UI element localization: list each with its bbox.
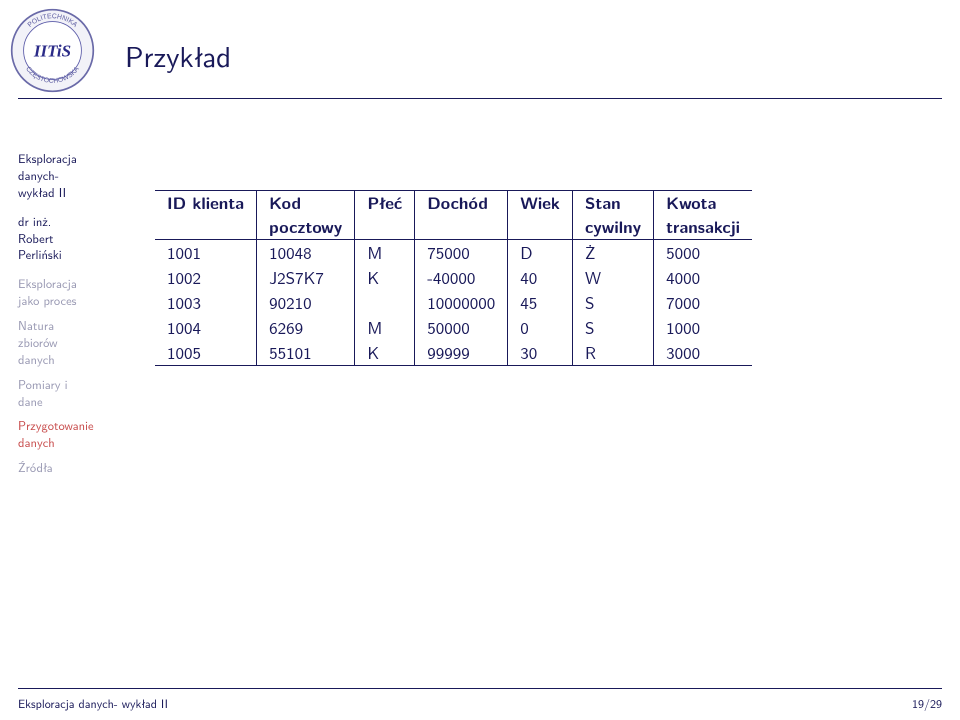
table-cell: 5000 (654, 240, 752, 266)
sidebar-nav-item[interactable]: Natura (18, 317, 128, 334)
table-row: 1001 10048 M 75000 D Ż 5000 (155, 240, 752, 266)
table-header-row: ID klienta Kodpocztowy Płeć Dochód Wiek … (155, 191, 752, 240)
sidebar-author-line: dr inż. (18, 213, 128, 230)
table-row: 1002 J2S7K7 K -40000 40 W 4000 (155, 265, 752, 290)
table-cell: S (572, 315, 653, 340)
sidebar-nav: Eksploracja jako proces Natura zbiorów d… (18, 275, 128, 476)
sidebar-nav-item[interactable]: Pomiary i (18, 376, 128, 393)
table-cell: 30 (508, 340, 573, 366)
table-cell: 4000 (654, 265, 752, 290)
table-cell: M (355, 315, 415, 340)
table-cell: 3000 (654, 340, 752, 366)
sidebar-nav-item[interactable]: Źródła (18, 459, 128, 476)
table-cell: 1001 (155, 240, 257, 266)
title-separator (18, 98, 942, 99)
table-cell: 1003 (155, 290, 257, 315)
table-cell: 1005 (155, 340, 257, 366)
table-cell: 7000 (654, 290, 752, 315)
table-cell: J2S7K7 (257, 265, 355, 290)
table-cell: 99999 (415, 340, 508, 366)
sidebar-author: dr inż. Robert Perliński (18, 213, 128, 264)
table-cell: -40000 (415, 265, 508, 290)
slide-title-area: Przykład (115, 12, 950, 97)
table-cell: 10000000 (415, 290, 508, 315)
sidebar-nav-item-active[interactable]: danych (18, 434, 128, 451)
table-cell: 10048 (257, 240, 355, 266)
table-cell: K (355, 265, 415, 290)
sidebar-nav-item[interactable]: Eksploracja (18, 275, 128, 292)
table-header: Kwotatransakcji (654, 191, 752, 240)
table-cell: K (355, 340, 415, 366)
sidebar-course-line: wykład II (18, 184, 128, 201)
table-cell: D (508, 240, 573, 266)
table-cell: 1004 (155, 315, 257, 340)
table-cell: Ż (572, 240, 653, 266)
sidebar-author-line: Robert (18, 230, 128, 247)
table-cell: W (572, 265, 653, 290)
table-cell: 55101 (257, 340, 355, 366)
sidebar-nav-item-active[interactable]: Przygotowanie (18, 417, 128, 434)
sidebar: Eksploracja danych- wykład II dr inż. Ro… (18, 150, 128, 488)
table-cell: 75000 (415, 240, 508, 266)
institution-logo: POLITECHNIKA CZĘSTOCHOWSKA IITiS (10, 8, 95, 93)
table-header: Stancywilny (572, 191, 653, 240)
table-row: 1003 90210 10000000 45 S 7000 (155, 290, 752, 315)
sidebar-course: Eksploracja danych- wykład II (18, 150, 128, 201)
table-row: 1004 6269 M 50000 0 S 1000 (155, 315, 752, 340)
table-cell: R (572, 340, 653, 366)
logo-center-text: IITiS (33, 41, 71, 60)
table-row: 1005 55101 K 99999 30 R 3000 (155, 340, 752, 366)
footer-left: Eksploracja danych- wykład II (18, 694, 168, 712)
table-cell: 45 (508, 290, 573, 315)
table-cell: 90210 (257, 290, 355, 315)
table-header: Dochód (415, 191, 508, 240)
sidebar-nav-item[interactable]: zbiorów (18, 334, 128, 351)
table-header: Płeć (355, 191, 415, 240)
table-cell: 50000 (415, 315, 508, 340)
table-cell: 1002 (155, 265, 257, 290)
main-content: ID klienta Kodpocztowy Płeć Dochód Wiek … (155, 190, 920, 366)
table-cell: 40 (508, 265, 573, 290)
table-cell (355, 290, 415, 315)
table-cell: S (572, 290, 653, 315)
sidebar-nav-item[interactable]: jako proces (18, 292, 128, 309)
sidebar-course-line: Eksploracja (18, 150, 128, 167)
table-header: Kodpocztowy (257, 191, 355, 240)
sidebar-nav-item[interactable]: danych (18, 351, 128, 368)
sidebar-nav-item[interactable]: dane (18, 393, 128, 410)
sidebar-author-line: Perliński (18, 246, 128, 263)
table-header: ID klienta (155, 191, 257, 240)
table-cell: 0 (508, 315, 573, 340)
table-cell: 6269 (257, 315, 355, 340)
data-table: ID klienta Kodpocztowy Płeć Dochód Wiek … (155, 190, 752, 366)
table-header: Wiek (508, 191, 573, 240)
table-cell: 1000 (654, 315, 752, 340)
sidebar-course-line: danych- (18, 167, 128, 184)
slide-footer: Eksploracja danych- wykład II 19/29 (18, 688, 942, 714)
slide-title: Przykład (125, 34, 231, 76)
table-cell: M (355, 240, 415, 266)
footer-right: 19/29 (912, 694, 942, 712)
